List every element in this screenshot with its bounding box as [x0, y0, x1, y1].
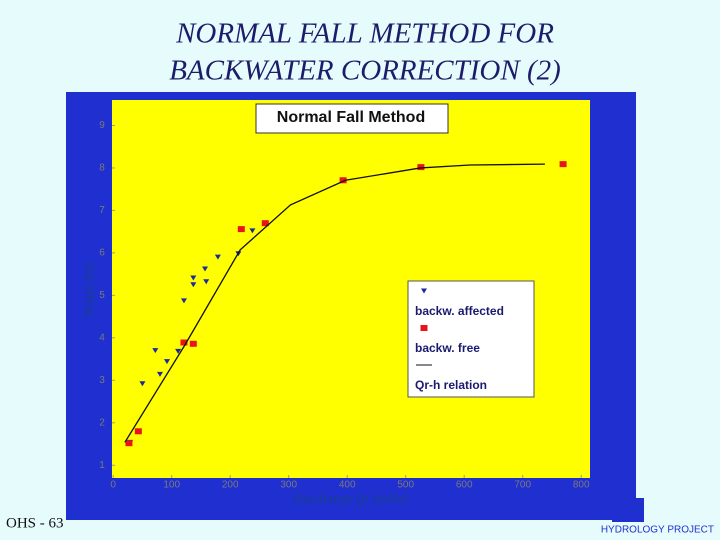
square-point: [125, 440, 133, 447]
x-tick-label: 400: [339, 480, 356, 491]
square-point: [261, 220, 269, 227]
square-point: [189, 340, 197, 347]
triangle-point: [203, 279, 210, 285]
y-tick-label: 6: [99, 248, 105, 259]
triangle-point: [152, 348, 159, 354]
x-tick-label: 600: [456, 480, 473, 491]
y-tick-label: 2: [99, 417, 105, 428]
triangle-point: [421, 288, 427, 294]
x-tick-label: 0: [110, 480, 116, 491]
x-tick-label: 500: [397, 480, 414, 491]
logo-text: HYDROLOGY PROJECT: [601, 525, 714, 536]
y-tick-label: 8: [99, 163, 105, 174]
square-point: [180, 339, 188, 346]
y-tick-label: 4: [99, 332, 105, 343]
square-point: [134, 428, 142, 435]
legend-label: Qr-h relation: [415, 378, 487, 392]
slide-title: BACKWATER CORRECTION (2): [169, 55, 561, 87]
y-axis-label: Stage (m): [82, 263, 96, 318]
square-point: [417, 164, 425, 171]
triangle-point: [214, 254, 221, 260]
x-tick-label: 700: [514, 480, 531, 491]
slide-title: NORMAL FALL METHOD FOR: [175, 18, 554, 50]
chart-title: Normal Fall Method: [277, 109, 425, 126]
x-tick-label: 300: [280, 480, 297, 491]
triangle-point: [163, 359, 170, 365]
square-point: [420, 325, 428, 331]
x-tick-label: 800: [573, 480, 590, 491]
triangle-point: [156, 371, 163, 377]
triangle-point: [249, 228, 256, 234]
triangle-point: [190, 282, 197, 288]
logo-mark: [612, 498, 644, 522]
x-tick-label: 100: [163, 480, 180, 491]
triangle-point: [139, 381, 146, 387]
y-tick-label: 3: [99, 375, 105, 386]
x-axis-label: Discharge Qr (m3/s): [294, 492, 408, 506]
y-tick-label: 1: [99, 460, 105, 471]
square-point: [559, 161, 567, 168]
x-tick-label: 200: [222, 480, 239, 491]
legend: [407, 280, 535, 398]
triangle-point: [190, 275, 197, 281]
y-tick-label: 5: [99, 290, 105, 301]
legend-label: backw. affected: [415, 304, 504, 318]
y-tick-label: 7: [99, 205, 105, 216]
square-point: [339, 177, 347, 184]
triangle-point: [175, 348, 182, 354]
chart-title-box: [255, 103, 449, 134]
triangle-point: [180, 298, 187, 304]
triangle-point: [202, 266, 209, 272]
relation-line: [124, 163, 545, 443]
y-tick-label: 9: [99, 120, 105, 131]
legend-label: backw. free: [415, 341, 480, 355]
square-point: [237, 226, 245, 233]
footer: OHS - 63: [6, 515, 64, 531]
